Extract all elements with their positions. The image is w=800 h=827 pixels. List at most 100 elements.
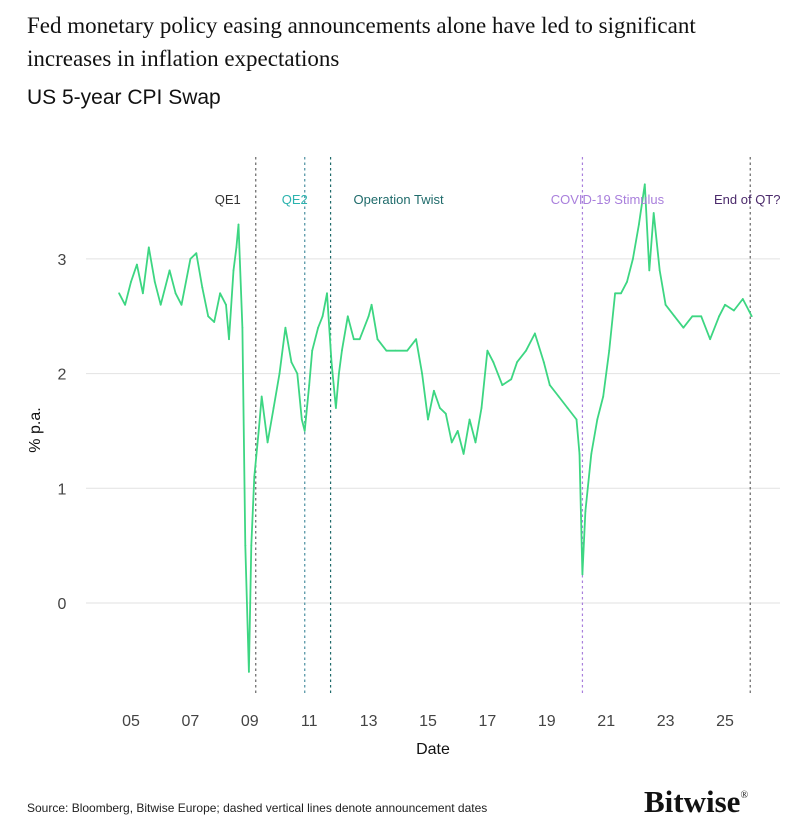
data-point [358, 338, 361, 341]
data-point [516, 361, 518, 364]
data-point [682, 326, 685, 329]
y-tick-label: 1 [58, 481, 67, 498]
data-point [525, 349, 527, 352]
x-tick-label: 09 [241, 713, 259, 730]
x-tick-label: 07 [182, 713, 200, 730]
data-point [468, 418, 471, 421]
data-point [189, 258, 192, 260]
data-point [241, 326, 244, 329]
data-point [474, 441, 477, 444]
data-point [557, 395, 560, 398]
data-point [317, 326, 320, 329]
source-note: Source: Bloomberg, Bitwise Europe; dashe… [27, 801, 488, 815]
data-point [370, 303, 373, 306]
data-point [330, 361, 333, 364]
data-point [581, 573, 584, 576]
data-point [266, 441, 269, 444]
data-point [626, 280, 628, 283]
data-point [510, 378, 513, 381]
bitwise-logo: Bitwise® [644, 784, 748, 820]
data-point [228, 338, 230, 341]
registered-mark: ® [740, 790, 749, 801]
data-point [643, 183, 646, 186]
data-point [415, 338, 418, 341]
data-point [608, 349, 611, 352]
data-point [352, 338, 355, 341]
data-point [724, 303, 726, 306]
x-tick-label: 17 [479, 713, 497, 730]
data-point [253, 475, 256, 478]
x-axis-title: Date [416, 741, 450, 758]
x-tick-label: 23 [657, 713, 675, 730]
data-point [237, 223, 240, 226]
data-point [542, 361, 545, 364]
data-point [492, 361, 495, 364]
annotation-label: QE2 [282, 192, 308, 207]
data-point [338, 372, 340, 375]
data-point [548, 384, 551, 386]
x-tick-label: 25 [716, 713, 734, 730]
data-point [207, 315, 210, 318]
data-point [340, 349, 343, 352]
data-point [130, 280, 132, 283]
y-tick-label: 2 [58, 367, 67, 384]
data-point [300, 418, 303, 421]
data-point [590, 452, 593, 455]
data-point [652, 212, 655, 214]
data-point [596, 418, 599, 421]
data-point [673, 315, 676, 318]
data-point [456, 430, 459, 432]
data-point [201, 286, 204, 289]
annotation-label: End of QT? [714, 192, 780, 207]
data-point [614, 292, 617, 295]
data-point [248, 670, 250, 673]
data-point [219, 292, 222, 295]
data-point [244, 544, 247, 547]
data-point [250, 544, 253, 547]
data-point [174, 292, 177, 295]
data-point [257, 430, 260, 432]
data-point [180, 303, 183, 306]
data-point [427, 418, 429, 421]
data-point [321, 315, 324, 318]
data-point [658, 269, 661, 272]
annotation-label: QE1 [215, 192, 241, 207]
data-point [284, 326, 287, 329]
data-point [141, 292, 144, 295]
data-point [709, 338, 712, 341]
data-point [486, 349, 489, 352]
chart-subtitle: US 5-year CPI Swap [27, 86, 221, 109]
data-point [664, 303, 667, 306]
data-point [741, 298, 744, 300]
data-point [311, 349, 314, 352]
data-point [462, 452, 465, 455]
data-point [147, 246, 150, 249]
data-point [450, 441, 453, 444]
cpi-swap-line [118, 183, 753, 673]
data-point [438, 407, 441, 409]
annotation-label: COVID-19 Stimulus [551, 192, 665, 207]
data-point [376, 338, 379, 341]
data-point [159, 303, 162, 306]
data-point [168, 269, 171, 272]
x-tick-label: 19 [538, 713, 556, 730]
data-point [195, 252, 198, 255]
data-point [718, 315, 720, 318]
annotation-label: Operation Twist [354, 192, 444, 207]
x-tick-label: 05 [122, 713, 140, 730]
x-tick-label: 13 [360, 713, 378, 730]
data-point [232, 269, 235, 272]
data-point [501, 384, 504, 386]
data-point [225, 303, 227, 306]
data-point [648, 269, 651, 272]
data-point [566, 407, 569, 409]
data-point [575, 418, 578, 421]
data-point [602, 395, 605, 398]
data-point [213, 321, 216, 323]
data-point [406, 349, 409, 352]
data-point [303, 430, 306, 432]
data-point [260, 395, 263, 398]
logo-text: Bitwise [644, 784, 741, 819]
data-point [272, 407, 275, 409]
y-tick-label: 0 [58, 596, 67, 613]
